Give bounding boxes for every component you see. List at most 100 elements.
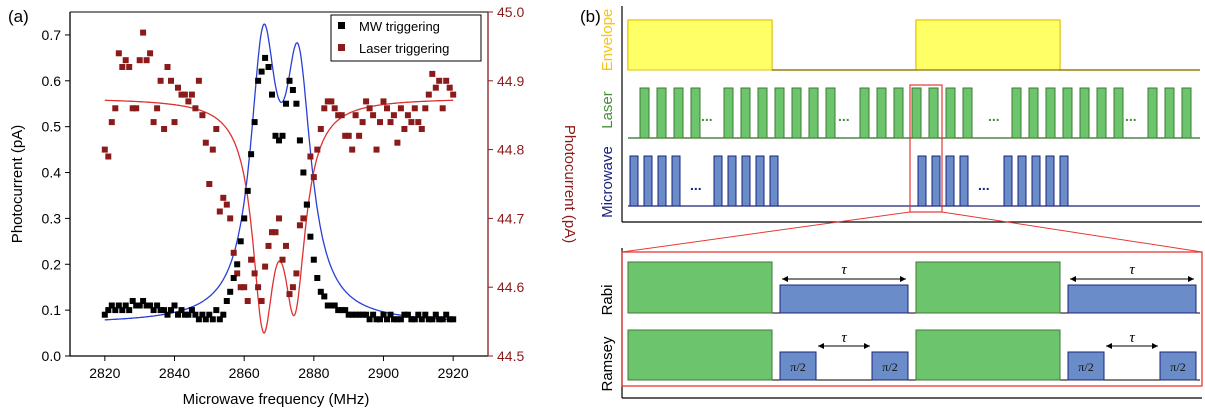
laser-point	[300, 215, 307, 222]
x-tick-label: 2880	[298, 365, 329, 381]
mw-point	[129, 298, 136, 304]
mw-point	[397, 316, 404, 323]
laser-point	[380, 98, 387, 105]
mw-point	[352, 311, 359, 318]
y-right-tick-label: 44.6	[497, 279, 524, 295]
laser-point	[390, 112, 397, 119]
microwave-pulse	[1017, 155, 1027, 207]
ramsey-sequence: π/2 π/2 π/2 π/2 τ τ	[627, 329, 1200, 381]
laser-point	[216, 208, 223, 215]
ramsey-pi-half-pulse	[871, 351, 909, 381]
mw-point	[265, 64, 272, 70]
mw-point	[115, 302, 122, 309]
x-tick-label: 2820	[89, 365, 120, 381]
laser-pulse	[1011, 87, 1022, 139]
mw-point	[161, 307, 168, 314]
laser-point	[384, 105, 390, 112]
laser-ellipsis: ...	[701, 108, 713, 124]
laser-point	[349, 146, 356, 153]
laser-pulse	[757, 87, 768, 139]
laser-pulse	[1147, 87, 1158, 139]
ramsey-tau-arrowheads	[1106, 343, 1158, 349]
laser-point	[296, 222, 303, 229]
ramsey-laser-pulse	[915, 329, 1061, 381]
laser-point	[220, 194, 227, 201]
x-tick-label: 2860	[229, 365, 260, 381]
envelope-row-label: Envelope	[599, 9, 616, 72]
mw-point	[394, 316, 401, 323]
microwave-pulse	[643, 155, 653, 207]
laser-point	[108, 119, 115, 126]
rabi-label: Rabi	[599, 285, 616, 316]
mw-point	[425, 316, 432, 323]
microwave-pulse	[959, 155, 969, 207]
laser-point	[432, 84, 439, 91]
pi-half-label: π/2	[790, 360, 805, 374]
microwave-pulse	[945, 155, 955, 207]
laser-point	[265, 242, 272, 249]
mw-point	[147, 302, 154, 309]
laser-pulse	[1028, 87, 1039, 139]
laser-point	[112, 105, 119, 112]
mw-point	[213, 307, 220, 314]
microwave-pulse	[1059, 155, 1069, 207]
mw-point	[241, 215, 248, 222]
zoom-line-left	[621, 211, 911, 253]
laser-point	[188, 91, 195, 98]
mw-point	[293, 100, 300, 107]
mw-point	[171, 302, 178, 309]
microwave-pulse	[769, 155, 779, 207]
y-left-tick-label: 0.7	[42, 27, 62, 43]
laser-point	[377, 119, 383, 126]
mw-point	[283, 100, 289, 107]
mw-point	[126, 307, 133, 314]
laser-point	[293, 270, 300, 277]
mw-point	[286, 77, 293, 84]
mw-point	[272, 132, 279, 139]
laser-pulse	[1113, 87, 1124, 139]
laser-ellipsis: ...	[988, 108, 1000, 124]
laser-pulse	[962, 87, 973, 139]
mw-point	[300, 169, 307, 176]
mw-point	[377, 316, 383, 323]
laser-point	[140, 29, 147, 36]
envelope-row	[627, 19, 1200, 71]
pi-half-label: π/2	[1170, 360, 1185, 374]
mw-point	[244, 187, 251, 194]
laser-point	[450, 91, 457, 98]
microwave-pulse	[741, 155, 751, 207]
laser-point	[307, 153, 314, 160]
mw-point	[133, 302, 140, 309]
laser-point	[286, 291, 293, 298]
zoom-line-right	[941, 211, 1203, 253]
laser-point	[175, 84, 181, 91]
mw-fit-curve	[104, 23, 454, 321]
laser-point	[439, 105, 446, 112]
mw-point	[140, 298, 147, 304]
microwave-ellipsis: ...	[690, 177, 702, 193]
mw-point	[220, 311, 227, 318]
laser-point	[251, 270, 258, 277]
panel-a-label: (a)	[8, 7, 29, 26]
mw-point	[230, 275, 237, 281]
laser-point	[115, 50, 122, 57]
laser-pulse	[690, 87, 701, 139]
laser-point	[366, 105, 373, 112]
mw-point	[188, 307, 195, 314]
laser-point	[429, 70, 436, 77]
mw-point	[335, 307, 342, 314]
laser-point	[425, 91, 432, 98]
microwave-pulse	[629, 155, 639, 207]
mw-point	[373, 316, 380, 323]
y-left-tick-label: 0.0	[42, 348, 62, 364]
laser-point	[272, 229, 279, 236]
y-right-tick-label: 44.5	[497, 348, 524, 364]
laser-point	[133, 105, 140, 112]
ramsey-tau-arrowheads	[818, 343, 870, 349]
laser-point	[161, 126, 168, 132]
y-left-tick-label: 0.4	[42, 165, 62, 181]
mw-point	[150, 307, 157, 314]
microwave-pulse	[657, 155, 667, 207]
mw-point	[404, 311, 411, 318]
laser-pulse	[791, 87, 802, 139]
